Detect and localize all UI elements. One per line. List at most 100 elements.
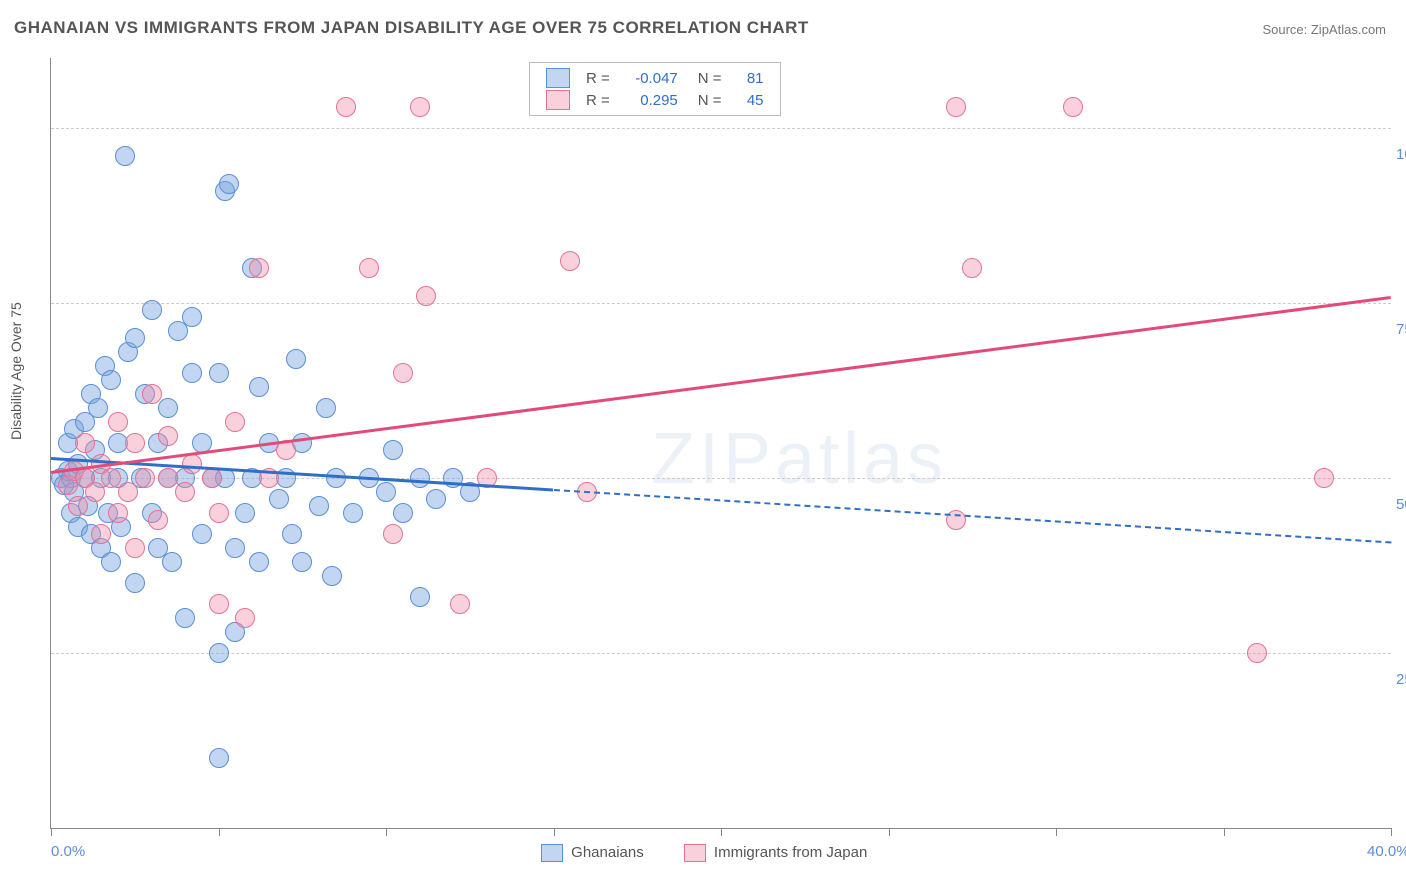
legend-series: Ghanaians Immigrants from Japan [541,844,867,862]
scatter-point-ghanaians [235,503,255,523]
scatter-point-japan [1314,468,1334,488]
scatter-point-ghanaians [158,398,178,418]
scatter-point-ghanaians [182,363,202,383]
scatter-point-ghanaians [376,482,396,502]
legend-stats: R =-0.047N =81R =0.295N =45 [529,62,781,116]
legend-label: Ghanaians [571,844,644,861]
scatter-point-japan [135,468,155,488]
scatter-point-japan [175,482,195,502]
scatter-point-japan [1063,97,1083,117]
scatter-point-japan [108,503,128,523]
scatter-point-ghanaians [225,538,245,558]
gridline [51,303,1391,304]
scatter-point-japan [158,468,178,488]
scatter-point-ghanaians [209,363,229,383]
watermark: ZIPatlas [651,418,947,500]
scatter-point-ghanaians [249,552,269,572]
scatter-point-ghanaians [343,503,363,523]
scatter-point-japan [383,524,403,544]
scatter-point-ghanaians [162,552,182,572]
scatter-point-ghanaians [322,566,342,586]
scatter-point-ghanaians [175,608,195,628]
scatter-point-ghanaians [209,643,229,663]
scatter-point-ghanaians [115,146,135,166]
scatter-point-japan [410,97,430,117]
scatter-point-japan [182,454,202,474]
scatter-point-japan [118,482,138,502]
scatter-point-japan [225,412,245,432]
scatter-point-japan [148,510,168,530]
scatter-point-japan [209,594,229,614]
scatter-point-japan [359,258,379,278]
scatter-point-japan [235,608,255,628]
x-tick-label: 40.0% [1367,843,1406,860]
scatter-point-ghanaians [383,440,403,460]
scatter-point-japan [125,433,145,453]
scatter-point-ghanaians [125,573,145,593]
x-tick [51,828,52,836]
gridline [51,128,1391,129]
x-tick [889,828,890,836]
chart-title: GHANAIAN VS IMMIGRANTS FROM JAPAN DISABI… [14,18,809,38]
scatter-point-ghanaians [309,496,329,516]
x-tick [1224,828,1225,836]
scatter-point-japan [125,538,145,558]
scatter-point-japan [108,412,128,432]
scatter-point-ghanaians [426,489,446,509]
scatter-point-japan [209,503,229,523]
scatter-point-japan [91,524,111,544]
y-tick-label: 100.0% [1396,146,1406,163]
scatter-point-ghanaians [125,328,145,348]
legend-label: Immigrants from Japan [714,844,867,861]
scatter-point-japan [416,286,436,306]
scatter-point-ghanaians [88,398,108,418]
scatter-point-ghanaians [316,398,336,418]
scatter-point-japan [560,251,580,271]
scatter-point-japan [393,363,413,383]
scatter-point-japan [75,433,95,453]
scatter-point-japan [142,384,162,404]
scatter-point-japan [158,426,178,446]
scatter-point-japan [249,258,269,278]
y-tick-label: 75.0% [1396,321,1406,338]
scatter-point-ghanaians [410,587,430,607]
scatter-point-japan [946,97,966,117]
scatter-point-ghanaians [326,468,346,488]
x-tick [1391,828,1392,836]
scatter-point-ghanaians [282,524,302,544]
scatter-point-ghanaians [410,468,430,488]
scatter-point-ghanaians [249,377,269,397]
scatter-point-japan [85,482,105,502]
x-tick [386,828,387,836]
plot-area: ZIPatlas 25.0%50.0%75.0%100.0%0.0%40.0%R… [50,58,1391,829]
scatter-point-ghanaians [209,748,229,768]
x-tick [721,828,722,836]
scatter-point-japan [336,97,356,117]
scatter-point-japan [68,496,88,516]
scatter-point-japan [962,258,982,278]
scatter-point-ghanaians [393,503,413,523]
scatter-point-ghanaians [292,552,312,572]
scatter-point-ghanaians [286,349,306,369]
y-tick-label: 25.0% [1396,671,1406,688]
scatter-point-ghanaians [219,174,239,194]
scatter-point-ghanaians [182,307,202,327]
scatter-point-japan [202,468,222,488]
x-tick-label: 0.0% [51,843,85,860]
scatter-point-ghanaians [142,300,162,320]
scatter-point-ghanaians [192,524,212,544]
scatter-point-ghanaians [269,489,289,509]
trendline [553,489,1391,543]
scatter-point-ghanaians [101,370,121,390]
scatter-point-japan [101,468,121,488]
y-axis-label: Disability Age Over 75 [8,302,24,440]
y-tick-label: 50.0% [1396,496,1406,513]
scatter-point-japan [450,594,470,614]
x-tick [554,828,555,836]
source-attribution: Source: ZipAtlas.com [1262,22,1386,37]
x-tick [219,828,220,836]
scatter-point-japan [1247,643,1267,663]
gridline [51,653,1391,654]
x-tick [1056,828,1057,836]
scatter-point-ghanaians [101,552,121,572]
